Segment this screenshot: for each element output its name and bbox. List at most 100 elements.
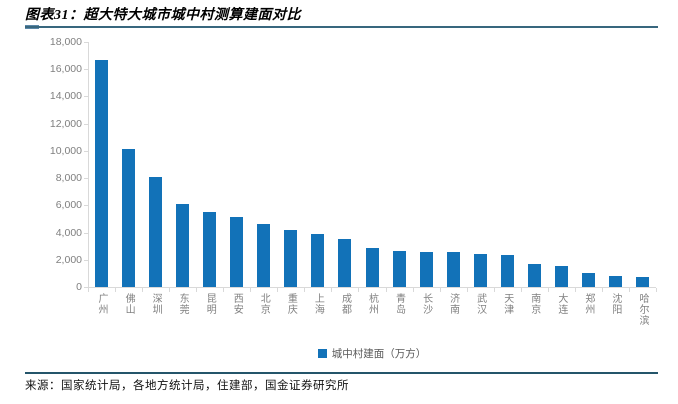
x-label-text: 西安 (231, 293, 243, 315)
x-label-重庆: 重庆 (277, 293, 304, 315)
x-tick-mark (412, 288, 414, 292)
y-tick-mark (84, 205, 88, 207)
y-tick-mark (84, 42, 88, 43)
y-tick-label-12,000: 12,000 (49, 117, 82, 130)
y-tick-mark (84, 69, 88, 71)
bar-成都 (338, 238, 352, 287)
y-tick-label-2,000: 2,000 (55, 253, 82, 266)
x-label-上海: 上海 (304, 293, 331, 315)
x-label-昆明: 昆明 (196, 293, 223, 315)
x-label-text: 东莞 (177, 293, 189, 315)
x-label-青岛: 青岛 (386, 293, 413, 315)
y-tick-mark (84, 96, 88, 98)
bar-武汉 (473, 253, 487, 287)
x-tick-mark (601, 288, 603, 292)
bar-广州 (95, 59, 109, 287)
source-note: 来源：国家统计局，各地方统计局，住建部，国金证券研究所 (25, 380, 349, 392)
x-label-广州: 广州 (88, 293, 115, 315)
x-label-text: 南京 (528, 293, 540, 315)
x-label-杭州: 杭州 (358, 293, 385, 315)
bar-青岛 (392, 250, 406, 287)
bar-西安 (230, 216, 244, 287)
y-tick-mark (84, 150, 88, 152)
bar-上海 (311, 233, 325, 287)
x-label-text: 大连 (555, 293, 567, 315)
x-tick-mark (520, 288, 522, 292)
x-label-text: 上海 (312, 293, 324, 315)
x-label-南京: 南京 (521, 293, 548, 315)
x-tick-mark (466, 288, 468, 292)
x-label-text: 天津 (501, 293, 513, 315)
y-tick-mark (84, 259, 88, 261)
bar-长沙 (419, 251, 433, 287)
x-label-武汉: 武汉 (467, 293, 494, 315)
x-label-深圳: 深圳 (142, 293, 169, 315)
y-tick-label-4,000: 4,000 (55, 226, 82, 239)
y-tick-mark (84, 178, 88, 180)
x-label-西安: 西安 (223, 293, 250, 315)
bar-昆明 (203, 212, 217, 287)
x-tick-mark (656, 288, 657, 292)
legend-swatch (317, 349, 327, 358)
x-label-text: 北京 (258, 293, 270, 315)
x-label-text: 武汉 (474, 293, 486, 315)
y-tick-mark (84, 232, 88, 234)
x-label-text: 郑州 (582, 293, 594, 315)
bar-天津 (500, 255, 514, 287)
y-axis-line (88, 42, 89, 287)
bar-杭州 (365, 247, 379, 287)
x-label-佛山: 佛山 (115, 293, 142, 315)
footer-rule (25, 372, 658, 374)
y-tick-label-10,000: 10,000 (49, 144, 82, 157)
x-tick-mark (142, 288, 144, 292)
x-tick-mark (358, 288, 360, 292)
x-label-成都: 成都 (331, 293, 358, 315)
x-label-哈尔滨: 哈尔滨 (629, 293, 656, 326)
x-label-text: 广州 (96, 293, 108, 315)
x-label-天津: 天津 (494, 293, 521, 315)
x-label-text: 佛山 (123, 293, 135, 315)
x-tick-mark (439, 288, 441, 292)
bar-佛山 (122, 148, 136, 287)
chart-title: 图表31：超大特大城市城中村测算建面对比 (25, 8, 301, 23)
x-label-东莞: 东莞 (169, 293, 196, 315)
x-tick-mark (547, 288, 549, 292)
x-tick-mark (277, 288, 279, 292)
title-rule (25, 26, 658, 28)
x-axis-line (88, 287, 656, 288)
bar-济南 (446, 251, 460, 287)
x-label-text: 昆明 (204, 293, 216, 315)
x-label-大连: 大连 (548, 293, 575, 315)
x-tick-mark (169, 288, 171, 292)
bar-郑州 (581, 272, 595, 287)
x-label-text: 成都 (339, 293, 351, 315)
x-tick-mark (628, 288, 630, 292)
x-label-长沙: 长沙 (413, 293, 440, 315)
x-label-text: 杭州 (366, 293, 378, 315)
x-label-text: 深圳 (150, 293, 162, 315)
x-label-济南: 济南 (440, 293, 467, 315)
x-tick-mark (574, 288, 576, 292)
bar-东莞 (176, 203, 190, 287)
bar-大连 (554, 265, 568, 287)
y-tick-label-18,000: 18,000 (49, 36, 82, 48)
bar-深圳 (149, 176, 163, 287)
x-tick-mark (88, 288, 89, 292)
chart-legend: 城中村建面（万方） (88, 346, 656, 361)
x-label-text: 哈尔滨 (636, 293, 648, 326)
y-tick-mark (84, 123, 88, 125)
y-tick-label-16,000: 16,000 (49, 63, 82, 76)
bar-北京 (257, 224, 271, 287)
y-tick-label-6,000: 6,000 (55, 199, 82, 212)
x-tick-mark (115, 288, 117, 292)
x-label-text: 重庆 (285, 293, 297, 315)
x-tick-mark (250, 288, 252, 292)
x-label-text: 济南 (447, 293, 459, 315)
x-label-text: 青岛 (393, 293, 405, 315)
x-label-北京: 北京 (250, 293, 277, 315)
x-tick-mark (223, 288, 225, 292)
x-label-text: 沈阳 (609, 293, 621, 315)
y-tick-label-8,000: 8,000 (55, 172, 82, 185)
